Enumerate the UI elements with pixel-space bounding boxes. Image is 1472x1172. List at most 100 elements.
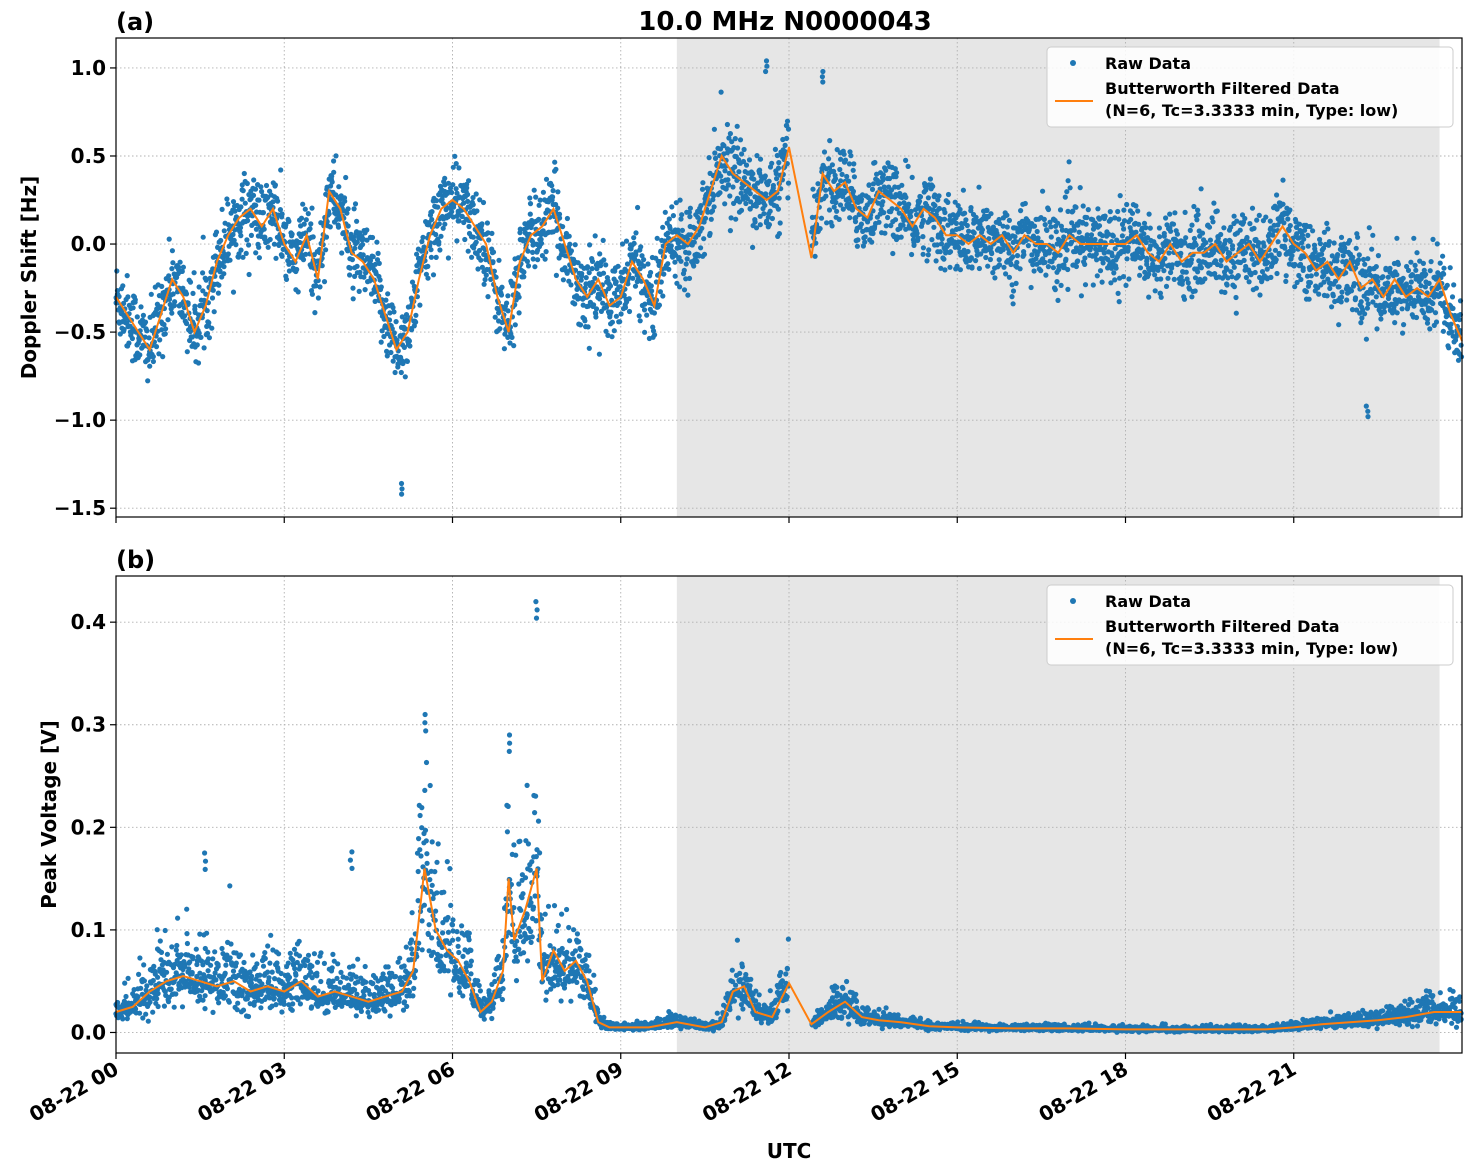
raw-data-point [505, 293, 511, 299]
raw-data-point [679, 212, 685, 218]
raw-data-point [269, 969, 275, 975]
raw-data-point [694, 258, 700, 264]
raw-data-point [432, 869, 438, 875]
raw-data-point [839, 171, 845, 177]
raw-data-point [607, 314, 613, 320]
raw-data-point [436, 221, 442, 227]
raw-data-point [728, 215, 734, 221]
raw-data-point [568, 248, 575, 254]
raw-data-point [160, 354, 166, 360]
raw-data-point [343, 174, 349, 181]
raw-data-point [475, 266, 481, 272]
raw-data-point [593, 311, 599, 317]
raw-data-point [1373, 294, 1379, 300]
raw-data-point [1330, 293, 1336, 299]
raw-data-point [711, 193, 717, 199]
raw-data-point [1280, 177, 1286, 183]
raw-data-point [423, 838, 429, 844]
raw-data-point [819, 74, 826, 80]
raw-data-point [1325, 226, 1331, 232]
raw-data-point [121, 300, 127, 306]
raw-data-point [159, 327, 165, 333]
raw-data-point [687, 205, 694, 211]
raw-data-point [666, 216, 672, 222]
raw-data-point [375, 1007, 382, 1013]
raw-data-point [530, 256, 536, 262]
raw-data-point [603, 262, 609, 268]
raw-data-point [381, 333, 387, 340]
raw-data-point [155, 990, 161, 997]
raw-data-point [1048, 234, 1054, 240]
raw-data-point [505, 308, 511, 314]
raw-data-point [1054, 279, 1060, 285]
raw-data-point [535, 257, 541, 263]
raw-data-point [592, 275, 598, 281]
raw-data-point [425, 275, 431, 281]
raw-data-point [1171, 276, 1177, 282]
raw-data-point [1324, 293, 1330, 299]
raw-data-point [672, 273, 678, 279]
raw-data-point [1423, 271, 1429, 277]
raw-data-point [387, 1013, 393, 1019]
raw-data-point [591, 302, 597, 308]
raw-data-point [1450, 305, 1456, 311]
raw-data-point [1353, 245, 1359, 251]
raw-data-point [250, 192, 257, 198]
raw-data-point [1165, 275, 1171, 281]
raw-data-point [314, 959, 321, 965]
raw-data-point [601, 257, 607, 263]
raw-data-point [1193, 242, 1199, 248]
raw-data-point [393, 973, 399, 980]
raw-data-point [171, 1004, 177, 1010]
raw-data-point [150, 1009, 156, 1015]
raw-data-point [1168, 269, 1174, 276]
raw-data-point [1067, 185, 1073, 191]
y-tick-label: −0.5 [54, 320, 106, 344]
raw-data-point [564, 270, 570, 276]
raw-data-point [883, 167, 889, 173]
raw-data-point [1264, 266, 1270, 272]
raw-data-point [776, 231, 783, 237]
raw-data-point [777, 220, 783, 226]
legend-label-filtered: Butterworth Filtered Data [1105, 79, 1340, 98]
y-tick-label: −1.5 [54, 496, 106, 520]
raw-data-point [157, 938, 163, 944]
x-ticks [115, 517, 1295, 523]
raw-data-point [148, 291, 154, 297]
raw-data-point [230, 289, 237, 295]
raw-data-point [1082, 255, 1088, 261]
raw-data-point [222, 993, 228, 999]
raw-data-point [287, 950, 293, 956]
raw-data-point [480, 199, 487, 206]
raw-data-point [179, 268, 185, 274]
raw-data-point [639, 253, 645, 259]
raw-data-point [336, 986, 342, 992]
raw-data-point [221, 271, 227, 277]
raw-data-point [1194, 217, 1200, 223]
raw-data-point [607, 283, 614, 289]
raw-data-point [1116, 299, 1122, 305]
raw-data-point [677, 197, 683, 203]
raw-data-point [670, 213, 677, 219]
raw-data-point [698, 203, 704, 209]
raw-data-point [259, 981, 265, 987]
raw-data-point [936, 193, 942, 199]
raw-data-point [644, 312, 650, 318]
raw-data-point [337, 979, 343, 985]
raw-data-point [424, 851, 430, 857]
raw-data-point [433, 908, 439, 914]
raw-data-point [626, 308, 633, 315]
raw-data-point [1446, 345, 1452, 351]
raw-data-point [821, 149, 828, 155]
raw-data-point [308, 969, 314, 975]
raw-data-point [416, 836, 422, 842]
raw-data-point [336, 184, 342, 190]
raw-data-point [1441, 271, 1447, 277]
raw-data-point [438, 233, 444, 239]
raw-data-point [956, 245, 962, 251]
raw-data-point [1021, 252, 1027, 258]
raw-data-point [178, 952, 184, 958]
raw-data-point [1233, 310, 1239, 316]
raw-data-point [1012, 234, 1018, 240]
raw-data-point [969, 264, 975, 270]
